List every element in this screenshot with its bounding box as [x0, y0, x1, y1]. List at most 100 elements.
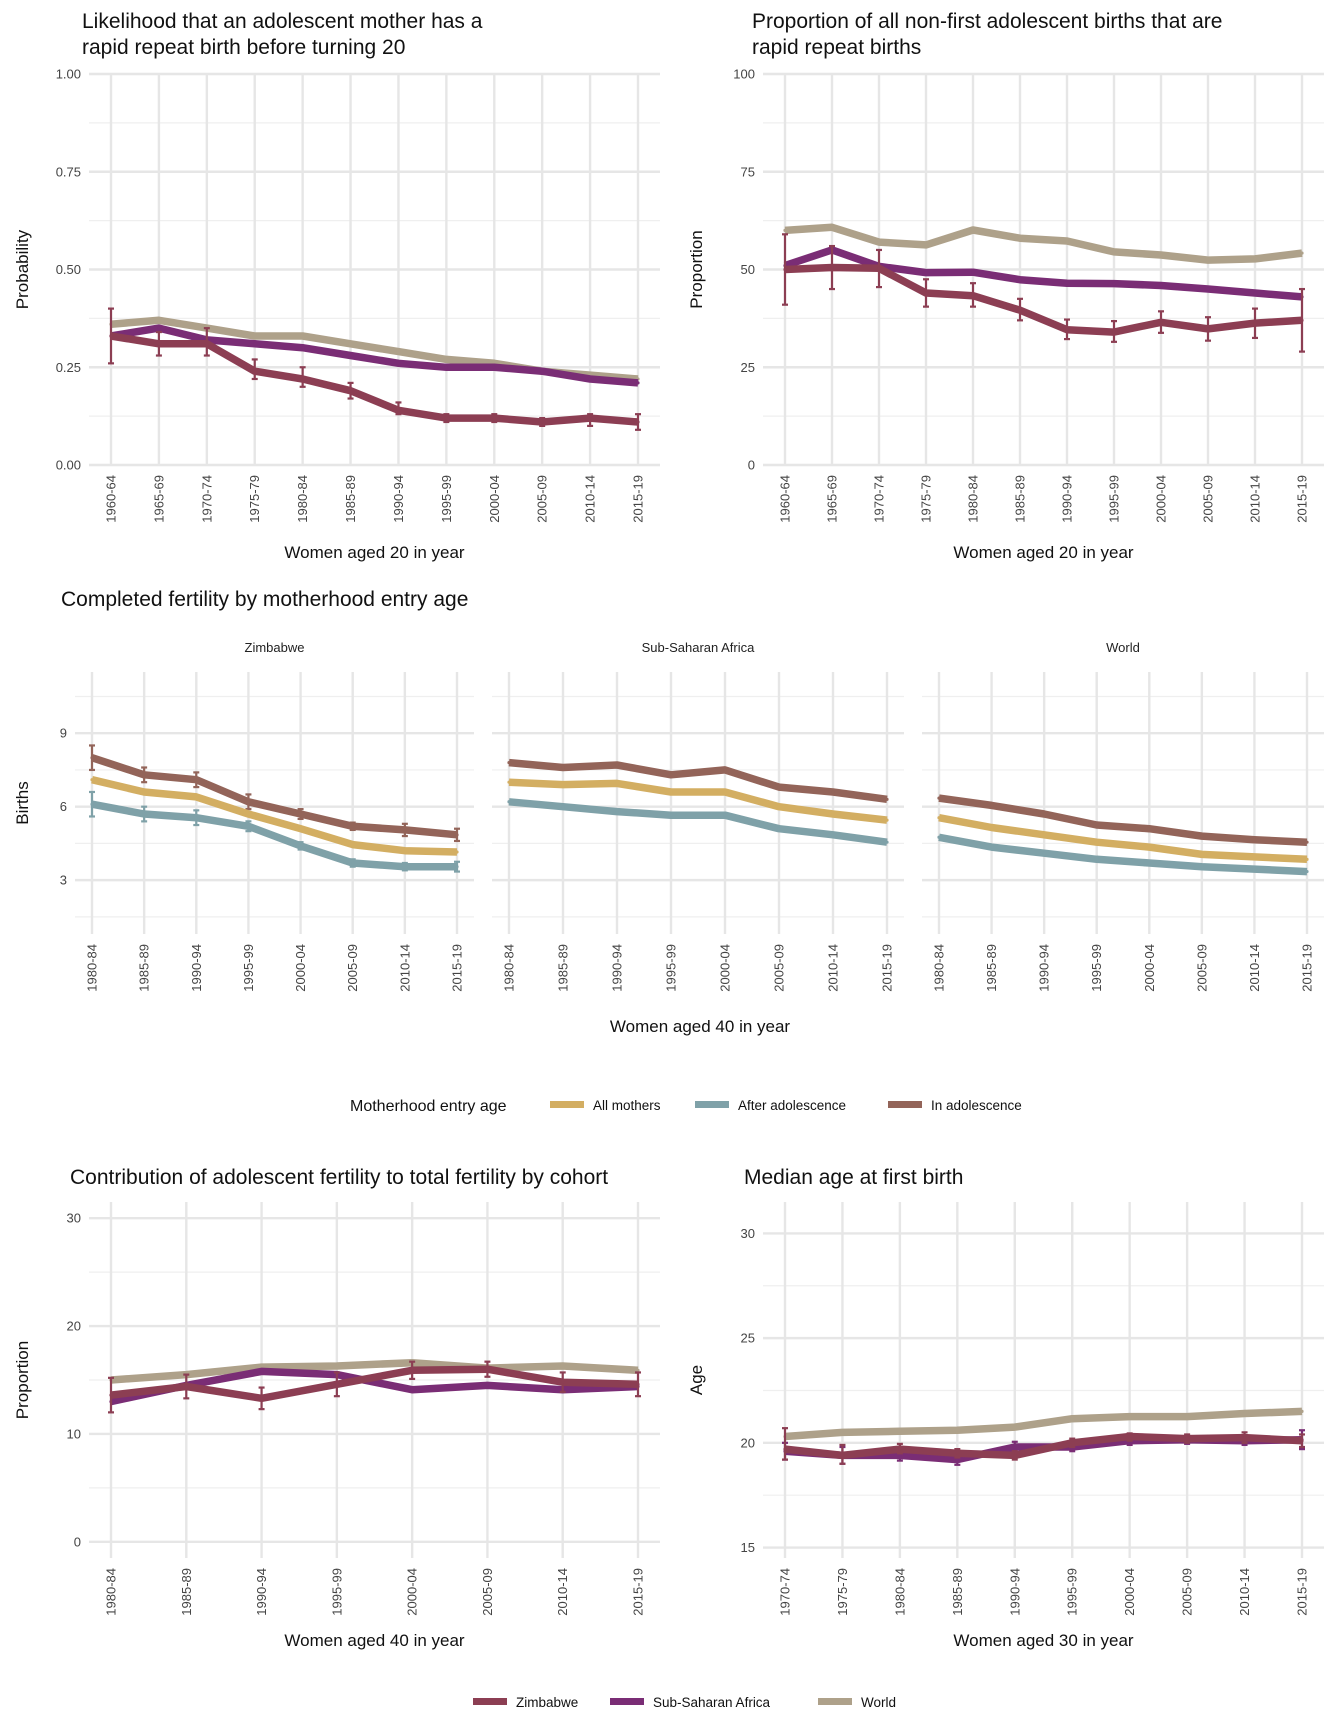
data-point [157, 318, 161, 322]
data-point [348, 342, 353, 346]
data-point [1018, 278, 1022, 282]
data-point [1252, 855, 1257, 859]
data-point [157, 326, 161, 330]
data-point [723, 768, 727, 772]
y-tick-label: 3 [60, 873, 67, 888]
x-tick-label: 1985-89 [179, 1568, 194, 1616]
x-tick-label: 1985-89 [137, 944, 152, 992]
x-tick-label: 1980-84 [295, 475, 310, 523]
x-tick-label: 1960-64 [104, 475, 119, 523]
data-point [1070, 1417, 1074, 1421]
data-point [1042, 812, 1046, 816]
panel-adolescent-contribution: 0 10 20 30 1980-84 1985-89 1990-94 1995-99 2000-… [67, 1202, 660, 1616]
series-line [508, 778, 888, 824]
data-point [971, 294, 975, 298]
legend-region: Zimbabwe Sub-Saharan Africa World [473, 1695, 896, 1710]
legend-label: After adolescence [738, 1098, 846, 1113]
x-tick-label: 1980-84 [932, 944, 947, 992]
x-tick-label: 2005-09 [345, 944, 360, 992]
data-point [1159, 320, 1163, 324]
legend-label: In adolescence [931, 1098, 1022, 1113]
x-tick-label: 1985-89 [343, 475, 358, 523]
data-point [184, 1384, 188, 1389]
data-point [885, 797, 889, 801]
data-point [194, 795, 198, 799]
data-point [109, 1393, 113, 1397]
data-point [989, 803, 994, 808]
x-tick-label: 2000-04 [1154, 475, 1169, 523]
data-point [335, 1382, 339, 1386]
data-point [989, 845, 994, 849]
x-tick-label: 1980-84 [966, 475, 981, 523]
data-point [588, 416, 592, 420]
series-line [784, 1407, 1303, 1441]
data-point [1200, 834, 1204, 838]
x-tick-label: 2015-19 [1295, 475, 1310, 523]
data-point [1147, 827, 1151, 831]
y-axis-label: Proportion [687, 230, 706, 308]
data-point [1018, 236, 1022, 240]
y-tick-label: 30 [67, 1211, 81, 1226]
x-tick-label: 2010-14 [826, 944, 841, 992]
series-in-adolescence [507, 758, 889, 804]
data-point [246, 812, 251, 816]
y-tick-label: 20 [741, 1435, 755, 1450]
data-point [1200, 852, 1204, 857]
data-point [351, 824, 355, 828]
legend-swatch [610, 1698, 644, 1705]
data-point [723, 813, 727, 817]
data-point [396, 350, 401, 354]
data-point [507, 800, 511, 804]
data-point [444, 365, 448, 369]
data-point [636, 420, 640, 424]
x-tick-label: 1980-84 [892, 1568, 907, 1616]
panel-title: rapid repeat birth before turning 20 [82, 36, 405, 59]
series-ssa [109, 324, 640, 387]
x-tick-label: 2010-14 [1237, 1568, 1252, 1616]
facet-label: World [1106, 640, 1140, 655]
data-point [246, 824, 251, 828]
series-after-adolescence [507, 798, 889, 846]
x-tick-label: 2005-09 [1201, 475, 1216, 523]
data-point [1185, 1437, 1189, 1441]
x-tick-label: 1985-89 [556, 944, 571, 992]
x-tick-label: 2000-04 [1122, 1568, 1137, 1616]
data-point [1305, 840, 1309, 844]
x-tick-label: 2015-19 [1300, 944, 1315, 992]
x-tick-label: 2015-19 [450, 944, 465, 992]
data-point [298, 827, 303, 831]
y-axis-label: Age [687, 1365, 706, 1395]
series-zimbabwe [108, 307, 641, 431]
data-point [455, 865, 459, 869]
data-point [669, 773, 673, 777]
series-ssa [783, 246, 1304, 301]
data-point [1013, 1445, 1017, 1449]
x-tick-label: 1995-99 [241, 944, 256, 992]
data-point [840, 1453, 845, 1457]
data-point [1018, 308, 1022, 312]
x-tick-label: 2010-14 [397, 944, 412, 992]
legend-label: Zimbabwe [516, 1695, 578, 1710]
series-zimbabwe [108, 1360, 641, 1414]
series-all-mothers [90, 776, 459, 856]
data-point [924, 243, 928, 247]
data-point [253, 334, 257, 338]
data-point [777, 785, 781, 789]
x-axis-label: Women aged 20 in year [284, 543, 465, 562]
x-tick-label: 1995-99 [1089, 944, 1104, 992]
facet-world: 1980-84 1985-89 1990-94 1995-99 2000-04 2005-… [922, 672, 1324, 992]
x-tick-label: 2010-14 [555, 1568, 570, 1616]
data-point [485, 1367, 490, 1371]
data-point [1065, 328, 1069, 332]
data-point [1095, 840, 1099, 844]
x-tick-label: 2005-09 [1194, 944, 1209, 992]
x-tick-label: 1995-99 [1107, 475, 1122, 523]
data-point [1200, 865, 1204, 869]
x-tick-label: 1995-99 [664, 944, 679, 992]
data-point [492, 365, 496, 369]
data-point [971, 228, 975, 232]
series-line [508, 758, 888, 804]
series-line [91, 800, 457, 871]
data-point [955, 1457, 959, 1462]
data-point [777, 805, 781, 809]
